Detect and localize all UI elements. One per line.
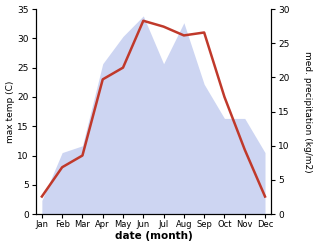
Y-axis label: med. precipitation (kg/m2): med. precipitation (kg/m2) — [303, 51, 313, 172]
X-axis label: date (month): date (month) — [114, 231, 192, 242]
Y-axis label: max temp (C): max temp (C) — [5, 80, 15, 143]
